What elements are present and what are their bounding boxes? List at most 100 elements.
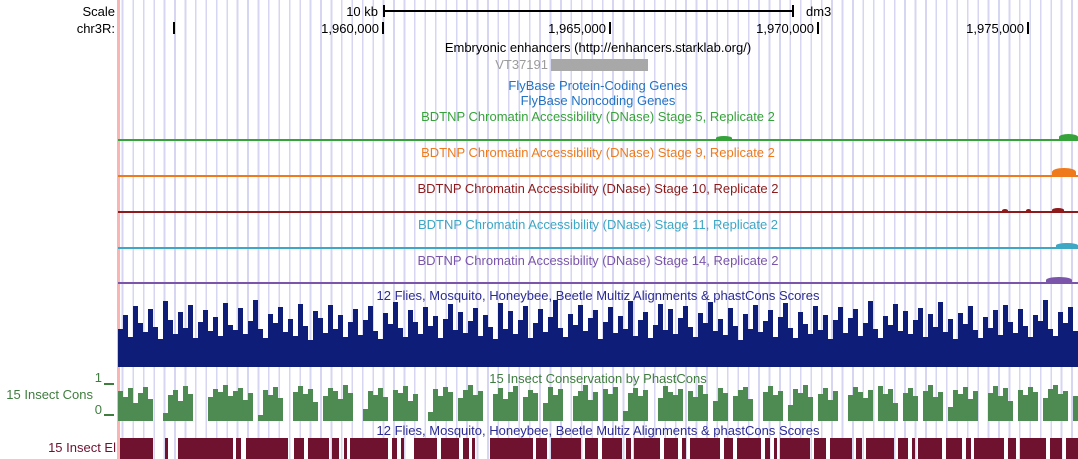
- chart-bar: [778, 317, 783, 367]
- bdtnp-track-title-3[interactable]: BDTNP Chromatin Accessibility (DNase) St…: [417, 181, 779, 196]
- chart-bar: [173, 390, 178, 421]
- chart-bar: [848, 395, 853, 421]
- bdtnp-signal-baseline-5[interactable]: [118, 282, 1078, 284]
- chart-bar: [413, 394, 418, 421]
- bdtnp-track-title-5[interactable]: BDTNP Chromatin Accessibility (DNase) St…: [417, 253, 779, 268]
- chart-bar: [468, 385, 473, 421]
- chart-bar: [523, 306, 528, 367]
- chart-bar: [478, 391, 483, 421]
- chart-bar: [1048, 389, 1053, 421]
- chart-bar: [183, 328, 188, 367]
- chart-bar: [443, 319, 448, 367]
- chart-bar: [658, 398, 663, 421]
- chart-bar: [268, 395, 273, 421]
- conservation-axis-min: 0: [94, 402, 102, 417]
- chart-bar: [938, 392, 943, 421]
- chart-bar: [648, 338, 653, 367]
- enhancer-item-box[interactable]: [551, 59, 648, 71]
- chart-bar: [993, 310, 998, 367]
- conservation-track-title[interactable]: 15 Insect Conservation by PhastCons: [489, 371, 707, 386]
- chart-bar: [193, 338, 198, 367]
- enhancers-track-title[interactable]: Embryonic enhancers (http://enhancers.st…: [444, 40, 752, 55]
- chart-bar: [138, 393, 143, 421]
- chart-bar: [551, 438, 581, 459]
- conservation-histogram-chart[interactable]: [118, 385, 1078, 421]
- bdtnp-track-title-2[interactable]: BDTNP Chromatin Accessibility (DNase) St…: [421, 145, 775, 160]
- chart-bar: [653, 325, 658, 367]
- chart-bar: [868, 301, 873, 367]
- chart-bar: [528, 338, 533, 367]
- chart-bar: [788, 405, 793, 421]
- chart-bar: [228, 325, 233, 367]
- flybase-coding-track-title[interactable]: FlyBase Protein-Coding Genes: [508, 78, 688, 93]
- chart-bar: [472, 438, 475, 459]
- chart-bar: [493, 394, 498, 421]
- ruler-tick: [173, 22, 175, 34]
- chart-bar: [218, 336, 223, 367]
- chart-bar: [513, 386, 518, 421]
- multiz-track-title[interactable]: 12 Flies, Mosquito, Honeybee, Beetle Mul…: [376, 288, 820, 303]
- conservation-left-label[interactable]: 15 Insect Cons: [6, 387, 93, 402]
- chart-bar: [153, 327, 158, 367]
- bdtnp-signal-baseline-1[interactable]: [118, 139, 1078, 141]
- chart-bar: [808, 334, 813, 367]
- chart-bar: [143, 387, 148, 421]
- chart-bar: [178, 312, 183, 367]
- chart-bar: [833, 320, 838, 367]
- chart-bar: [668, 309, 673, 367]
- chart-bar: [148, 399, 153, 421]
- bdtnp-signal-peak: [1052, 168, 1076, 176]
- chart-bar: [448, 392, 453, 421]
- multiz-density-chart[interactable]: [118, 300, 1078, 367]
- chart-bar: [928, 385, 933, 421]
- chart-bar: [966, 438, 971, 459]
- bdtnp-signal-baseline-2[interactable]: [118, 175, 1078, 177]
- chart-bar: [623, 411, 628, 421]
- chart-bar: [463, 390, 468, 421]
- conservation-axis-max-tick: [104, 383, 114, 385]
- chart-bar: [848, 318, 853, 367]
- chart-bar: [713, 331, 718, 367]
- chart-bar: [233, 330, 238, 367]
- chart-bar: [533, 323, 538, 367]
- chart-bar: [498, 303, 503, 367]
- chart-bar: [682, 438, 686, 459]
- chart-bar: [690, 438, 720, 459]
- chart-bar: [493, 339, 498, 367]
- chart-bar: [123, 397, 128, 421]
- chart-bar: [1028, 337, 1033, 367]
- bdtnp-track-title-4[interactable]: BDTNP Chromatin Accessibility (DNase) St…: [417, 217, 779, 232]
- chart-bar: [788, 328, 793, 367]
- chart-bar: [213, 317, 218, 367]
- chart-bar: [703, 323, 708, 367]
- chart-bar: [853, 309, 858, 367]
- chart-bar: [813, 306, 818, 367]
- chart-bar: [763, 321, 768, 367]
- bdtnp-signal-baseline-3[interactable]: [118, 211, 1078, 213]
- chart-bar: [223, 385, 228, 421]
- chart-bar: [912, 438, 915, 459]
- chart-bar: [774, 438, 777, 459]
- chart-bar: [578, 305, 583, 367]
- flybase-noncoding-track-title[interactable]: FlyBase Noncoding Genes: [520, 93, 676, 108]
- multiz-track-title-2[interactable]: 12 Flies, Mosquito, Honeybee, Beetle Mul…: [376, 423, 820, 438]
- chart-bar: [818, 394, 823, 421]
- scale-value: 10 kb: [346, 4, 378, 19]
- chart-bar: [503, 329, 508, 367]
- elements-left-label[interactable]: 15 Insect El: [48, 440, 116, 455]
- chart-bar: [768, 310, 773, 367]
- bdtnp-signal-baseline-4[interactable]: [118, 247, 1078, 249]
- chart-bar: [973, 391, 978, 421]
- chart-bar: [737, 438, 761, 459]
- chart-bar: [1073, 396, 1078, 421]
- bdtnp-track-title-1[interactable]: BDTNP Chromatin Accessibility (DNase) St…: [421, 109, 775, 124]
- chart-bar: [618, 316, 623, 367]
- chart-bar: [483, 315, 488, 367]
- chart-bar: [1058, 394, 1063, 421]
- chart-bar: [913, 320, 918, 367]
- chart-bar: [258, 329, 263, 367]
- chart-bar: [343, 337, 348, 367]
- chart-bar: [783, 303, 788, 367]
- chart-bar: [833, 391, 838, 421]
- conserved-elements-chart[interactable]: [118, 438, 1078, 459]
